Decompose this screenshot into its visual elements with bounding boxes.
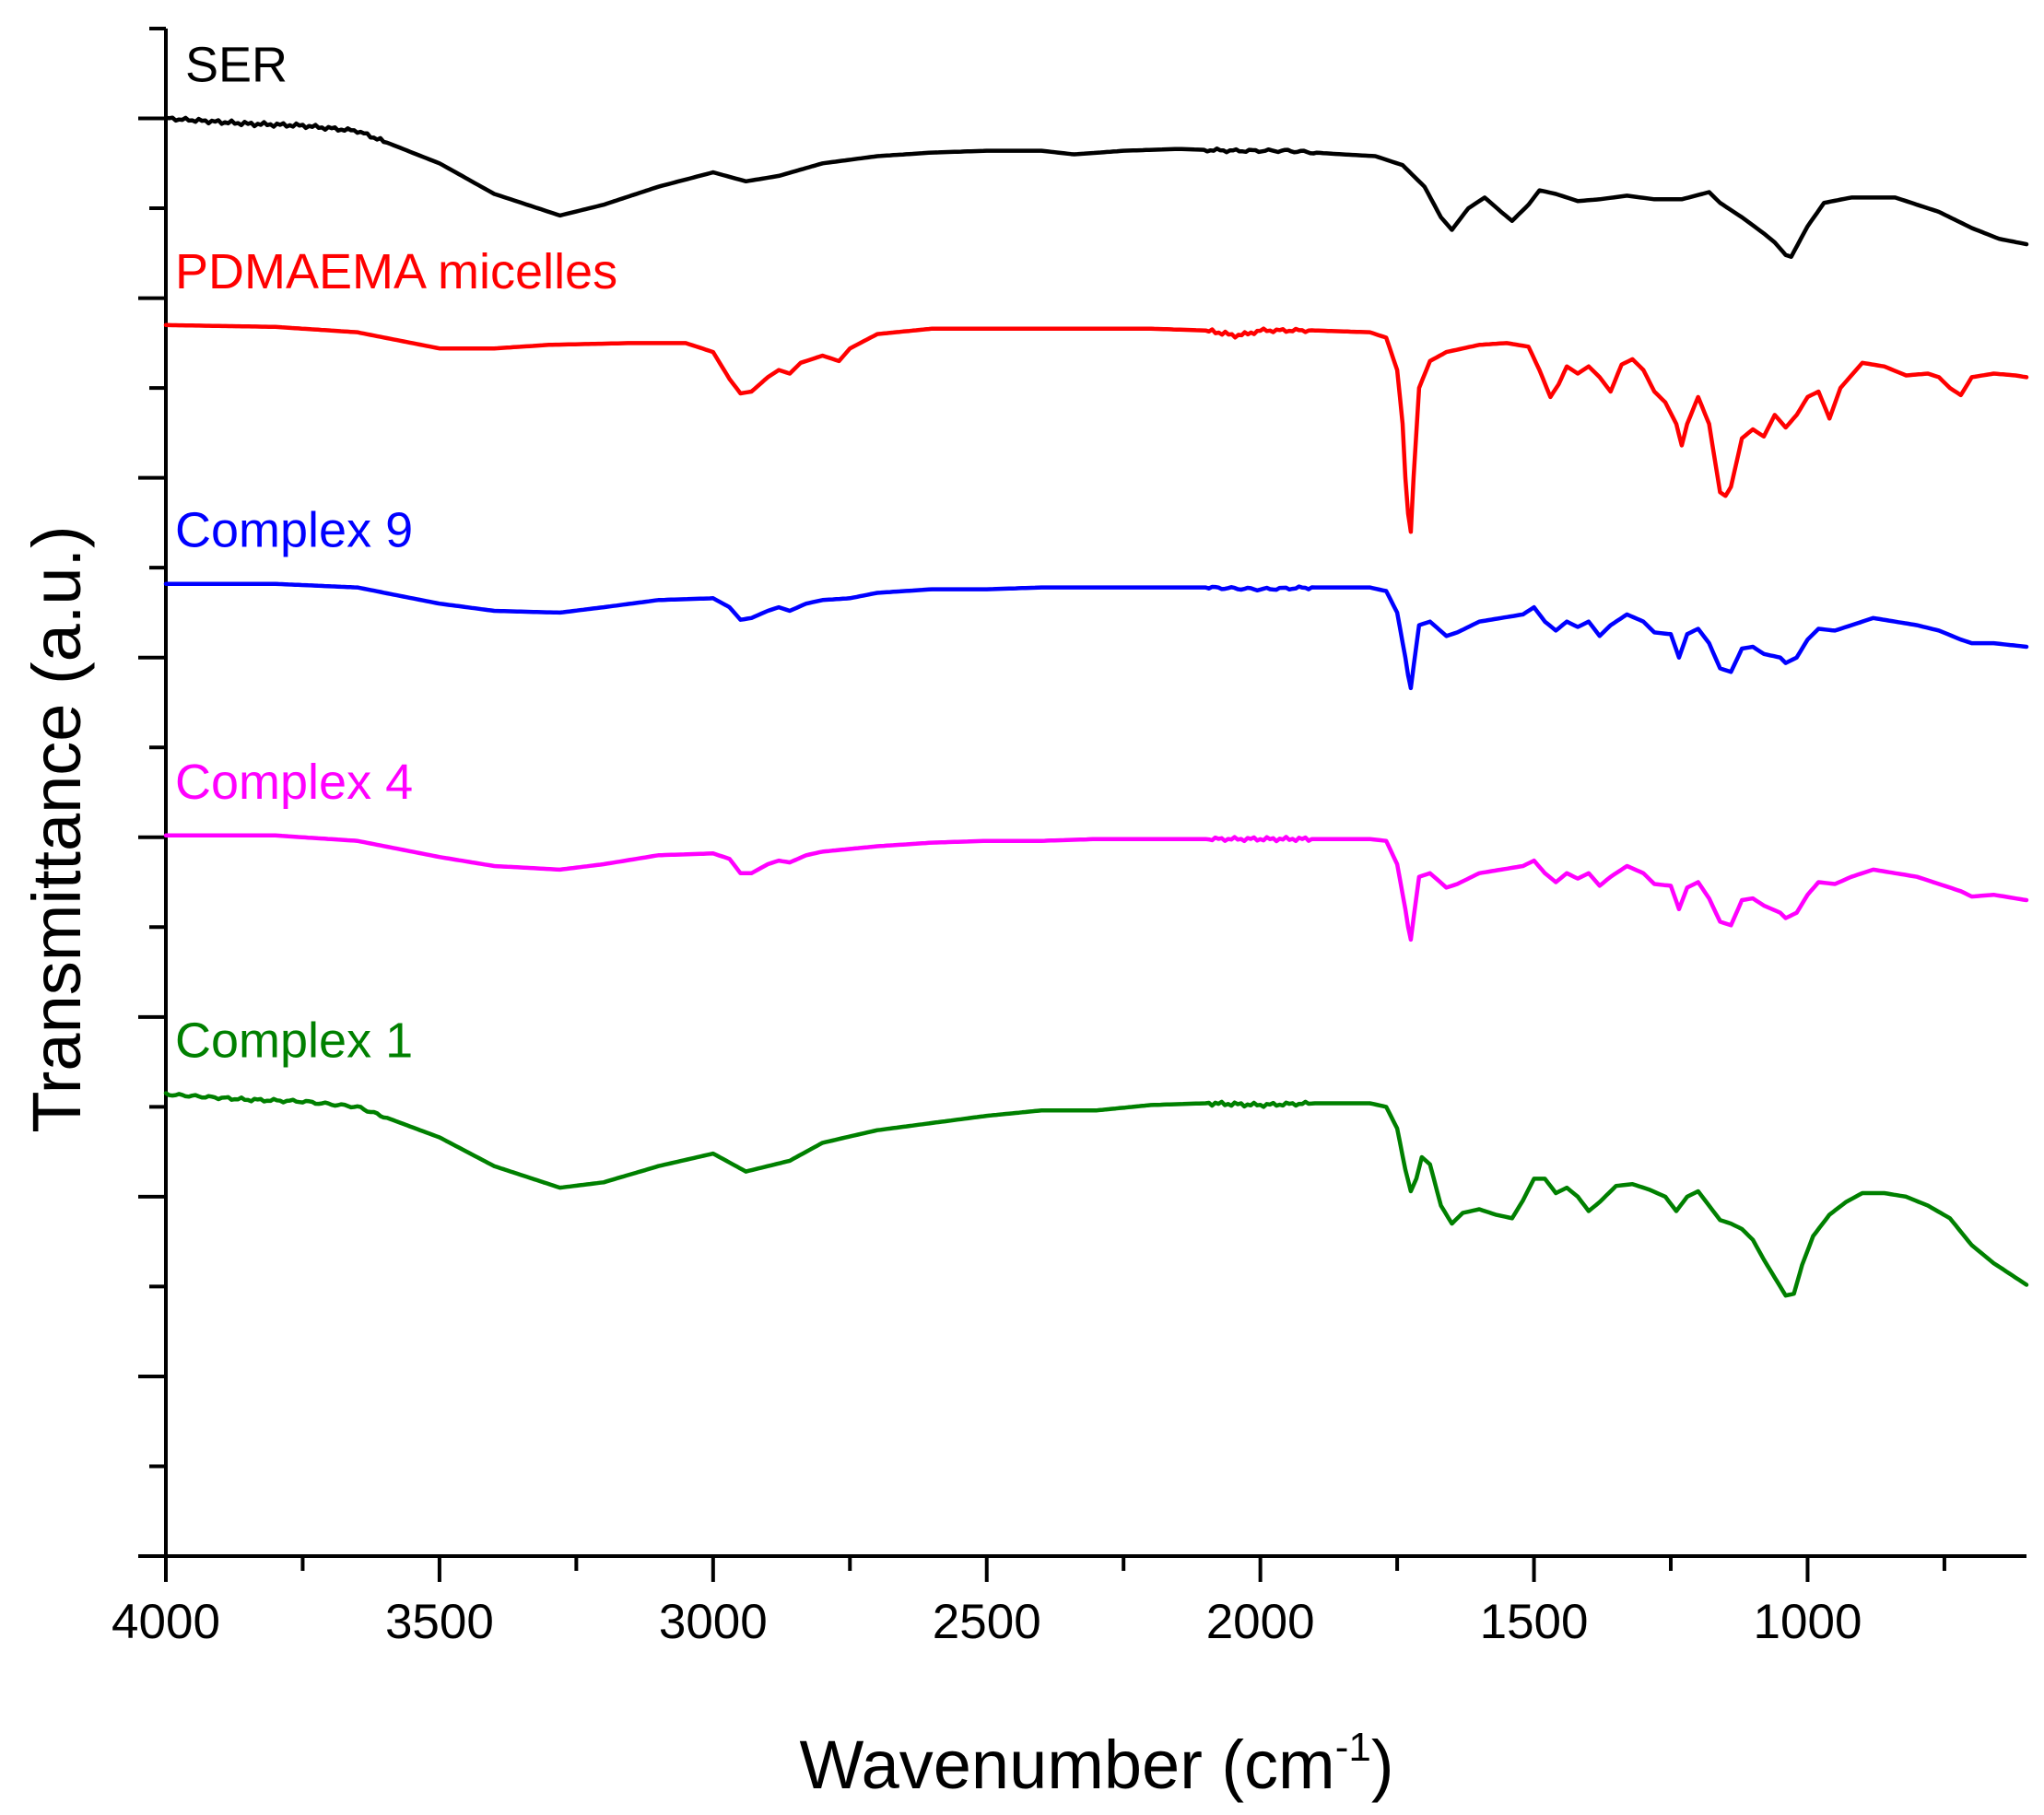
x-tick-label: 2000 (1206, 1595, 1315, 1649)
series-label-complex-9: Complex 9 (175, 503, 413, 558)
x-axis-title-superscript: -1 (1335, 1725, 1371, 1770)
x-tick-label: 3000 (659, 1595, 768, 1649)
x-ticks: 4000 3500 3000 2500 2000 1500 1000 (112, 1556, 1946, 1649)
x-tick-label: 1000 (1754, 1595, 1862, 1649)
y-axis-title: Transmittance (a.u.) (18, 525, 95, 1132)
x-tick-label: 4000 (112, 1595, 220, 1649)
series-line-complex-4 (163, 833, 2029, 943)
series-line-complex-9 (163, 581, 2029, 691)
x-axis-title-close: ) (1371, 1727, 1394, 1803)
axes (164, 29, 2026, 1558)
series-label-complex-1: Complex 1 (175, 1013, 413, 1069)
y-ticks (138, 27, 166, 1558)
x-tick-label: 2500 (933, 1595, 1041, 1649)
series-label-complex-4: Complex 4 (175, 755, 413, 810)
series-labels: SER PDMAEMA micelles Complex 9 Complex 4 Com… (175, 38, 617, 1069)
x-tick-label: 1500 (1480, 1595, 1589, 1649)
x-tick-label: 3500 (385, 1595, 494, 1649)
series-line-pdmaema-micelles (163, 322, 2029, 534)
series-line-ser (163, 115, 2029, 259)
series-label-ser: SER (185, 38, 288, 93)
x-axis-title: Wavenumber (cm-1) (800, 1725, 1394, 1803)
x-axis-title-main: Wavenumber (cm (800, 1727, 1335, 1803)
series-label-pdmaema-micelles: PDMAEMA micelles (175, 244, 617, 299)
series-line-complex-1 (163, 1091, 2029, 1298)
series-lines (163, 115, 2029, 1298)
